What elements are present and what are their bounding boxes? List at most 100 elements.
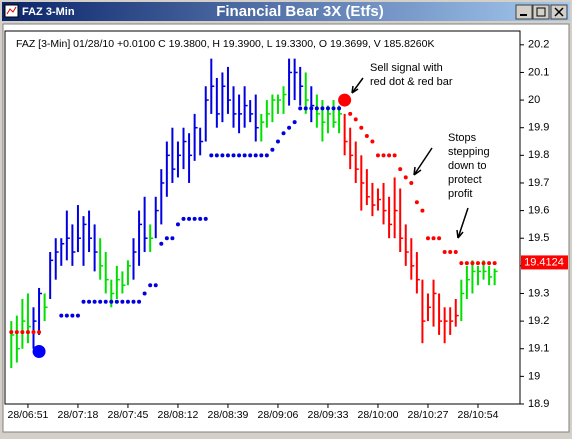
stop-dot (487, 261, 492, 266)
close-glyph (554, 7, 564, 17)
y-tick-label: 19.5 (528, 232, 549, 244)
x-tick-label: 28/08:39 (208, 409, 249, 421)
stop-dot (198, 216, 203, 221)
stop-dot (248, 153, 253, 158)
x-tick-label: 28/07:45 (108, 409, 149, 421)
stop-dot (137, 299, 142, 304)
stop-dot (337, 106, 342, 111)
stop-dot (75, 313, 80, 318)
stop-dot (453, 250, 458, 255)
stop-dot (403, 175, 408, 180)
stop-dot (431, 236, 436, 241)
stop-dot (181, 216, 186, 221)
stop-dot (59, 313, 64, 318)
stop-dot (437, 236, 442, 241)
stop-dot (414, 200, 419, 205)
y-tick-label: 20.1 (528, 66, 549, 78)
stop-dot (9, 330, 14, 335)
app-icon-line (6, 6, 17, 15)
stop-dot (492, 261, 497, 266)
stop-dot (87, 299, 92, 304)
annotation-text: Sell signal with (370, 62, 443, 74)
stop-dot (14, 330, 19, 335)
signal-dot (338, 93, 352, 107)
arrow (413, 147, 433, 176)
stop-dot (325, 106, 330, 111)
stop-dot (92, 299, 97, 304)
y-tick-label: 19.6 (528, 204, 549, 216)
title-bar (2, 2, 570, 21)
annotation-text: stepping (448, 146, 490, 158)
stop-dot (187, 216, 192, 221)
stop-dot (203, 216, 208, 221)
stop-dot (331, 106, 336, 111)
stop-dot (220, 153, 225, 158)
stop-dot (292, 120, 297, 125)
minimize-button[interactable] (515, 4, 533, 20)
y-tick-label: 18.9 (528, 398, 549, 410)
y-tick-label: 19 (528, 370, 540, 382)
stop-dot (464, 261, 469, 266)
stop-dot (387, 153, 392, 158)
stop-dot (470, 261, 475, 266)
stop-dot (259, 153, 264, 158)
stop-dot (281, 131, 286, 136)
stop-dot (298, 106, 303, 111)
y-tick-label: 19.8 (528, 149, 549, 161)
arrow (351, 77, 364, 94)
stop-dot (353, 117, 358, 122)
annotation-text: red dot & red bar (370, 76, 453, 88)
stop-dot (114, 299, 119, 304)
annotation-text: profit (448, 188, 472, 200)
x-tick-label: 28/07:18 (58, 409, 99, 421)
y-tick-label: 19.3 (528, 287, 549, 299)
last-price-box (521, 255, 568, 270)
maximize-button[interactable] (532, 4, 550, 20)
stop-dot (237, 153, 242, 158)
stop-dot (142, 291, 147, 296)
stop-dot (153, 283, 158, 288)
stop-dot (209, 153, 214, 158)
x-tick-label: 28/10:00 (358, 409, 399, 421)
x-tick-label: 28/08:12 (158, 409, 199, 421)
stop-dot (270, 147, 275, 152)
last-price-label: 19.4124 (524, 256, 564, 268)
stop-dot (214, 153, 219, 158)
stop-dot (420, 208, 425, 213)
stop-dot (275, 139, 280, 144)
stop-dot (231, 153, 236, 158)
stop-dot (359, 125, 364, 130)
stop-dot (475, 261, 480, 266)
stop-dot (392, 153, 397, 158)
x-tick-label: 28/10:27 (408, 409, 449, 421)
stop-dot (253, 153, 258, 158)
stop-dot (170, 236, 175, 241)
chart-title: Financial Bear 3X (Etfs) (216, 3, 384, 20)
quote-info: FAZ [3-Min] 01/28/10 +0.0100 C 19.3800, … (16, 38, 434, 50)
y-tick-label: 19.2 (528, 315, 549, 327)
annotation-text: down to (448, 160, 487, 172)
stop-dot (309, 106, 314, 111)
stop-dot (31, 330, 36, 335)
y-tick-label: 20.2 (528, 39, 549, 51)
y-tick-label: 19.9 (528, 122, 549, 134)
stop-dot (125, 299, 130, 304)
x-tick-label: 28/06:51 (8, 409, 49, 421)
stop-dot (103, 299, 108, 304)
stop-dot (398, 167, 403, 172)
window-caption: FAZ 3-Min (22, 6, 75, 18)
stop-dot (442, 250, 447, 255)
stop-dot (148, 283, 153, 288)
maximize-glyph (536, 7, 546, 17)
stop-dot (303, 106, 308, 111)
y-tick-label: 19.7 (528, 177, 549, 189)
x-tick-label: 28/09:33 (308, 409, 349, 421)
stop-dot (70, 313, 75, 318)
stop-dot (375, 153, 380, 158)
x-tick-label: 28/10:54 (458, 409, 499, 421)
stop-dot (37, 330, 42, 335)
annotation-text: Stops (448, 132, 477, 144)
y-tick-label: 19.1 (528, 343, 549, 355)
window-buttons (515, 4, 568, 20)
